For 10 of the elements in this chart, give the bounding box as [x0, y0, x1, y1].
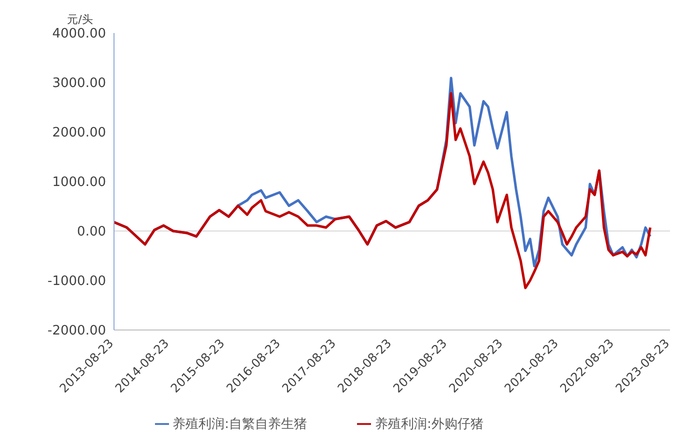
y-tick-label: -1000.00 — [48, 274, 106, 290]
y-tick-label: -2000.00 — [48, 324, 106, 339]
y-tick-label: 3000.00 — [52, 76, 106, 92]
y-axis-title: 元/头 — [67, 13, 93, 26]
legend-label: 养殖利润:自繁自养生猪 — [172, 417, 307, 432]
legend-label: 养殖利润:外购仔猪 — [375, 417, 484, 432]
y-tick-label: 2000.00 — [52, 126, 106, 141]
y-tick-label: 1000.00 — [52, 175, 106, 190]
y-tick-label: 4000.00 — [52, 26, 106, 42]
y-tick-label: 0.00 — [77, 224, 106, 240]
